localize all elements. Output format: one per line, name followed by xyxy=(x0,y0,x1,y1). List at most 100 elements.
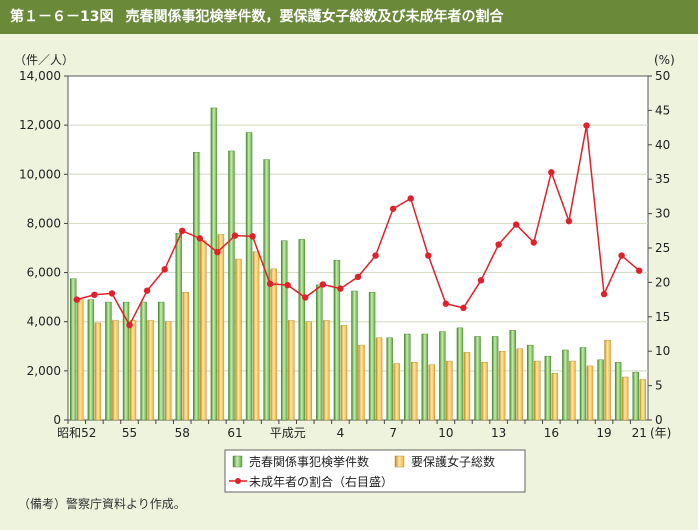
bar-arrests xyxy=(263,159,270,421)
bar-arrests xyxy=(527,344,534,421)
bar-protected-girls xyxy=(639,379,646,421)
point-minor-ratio xyxy=(108,290,116,297)
bar-protected-girls xyxy=(164,321,172,421)
bar-arrests xyxy=(333,260,341,421)
legend-label-minor-ratio: 未成年者の割合（右目盛） xyxy=(249,474,393,489)
bar-protected-girls xyxy=(77,299,84,421)
y-tick-label: 14,000 xyxy=(19,69,61,83)
x-tick-label: 13 xyxy=(491,426,506,440)
point-minor-ratio xyxy=(548,169,555,176)
bar-arrests xyxy=(368,292,376,421)
point-minor-ratio xyxy=(460,304,467,312)
bar-arrests xyxy=(614,362,622,421)
y2-tick-label: 50 xyxy=(655,69,670,83)
bar-protected-girls xyxy=(446,360,453,421)
bar-arrests xyxy=(421,333,429,421)
bar-protected-girls xyxy=(252,251,260,421)
y2-tick-label: 40 xyxy=(655,138,670,152)
axes: 0 2,000 4,000 6,000 8,000 10,000 12,000 14,000 0… xyxy=(14,53,675,440)
y-tick-label: 0 xyxy=(53,413,61,427)
point-minor-ratio xyxy=(302,294,309,301)
y2-tick-label: 0 xyxy=(655,413,663,427)
bar-protected-girls xyxy=(604,339,611,421)
bar-protected-girls xyxy=(516,348,523,421)
point-minor-ratio xyxy=(372,252,379,259)
y-tick-label: 6,000 xyxy=(27,266,61,280)
y2-tick-label: 10 xyxy=(655,344,670,358)
x-tick-label: 16 xyxy=(544,426,559,440)
bar-arrests xyxy=(316,284,323,421)
bar-arrests xyxy=(351,290,358,421)
bar-protected-girls xyxy=(569,360,576,421)
y2-axis-unit: (%) xyxy=(654,53,675,67)
x-tick-label: 61 xyxy=(227,426,242,440)
bar-arrests xyxy=(562,349,569,421)
y2-tick-label: 20 xyxy=(655,275,670,289)
point-minor-ratio xyxy=(618,252,625,259)
bar-arrests xyxy=(544,355,552,421)
bar-arrests xyxy=(193,151,200,421)
bar-protected-girls xyxy=(411,362,418,421)
legend-point-minor-ratio xyxy=(235,478,241,484)
y-tick-label: 2,000 xyxy=(27,364,61,378)
bar-arrests xyxy=(439,331,446,421)
bar-series xyxy=(70,107,646,421)
point-minor-ratio xyxy=(231,232,239,239)
y2-tick-label: 30 xyxy=(655,207,670,221)
point-minor-ratio xyxy=(442,300,450,307)
point-minor-ratio xyxy=(73,296,80,303)
bar-protected-girls xyxy=(112,320,119,421)
point-minor-ratio xyxy=(337,285,344,292)
y2-tick-label: 35 xyxy=(655,172,670,186)
y-axis-unit: （件／人） xyxy=(14,53,74,67)
y2-tick-label: 15 xyxy=(655,310,670,324)
bar-protected-girls xyxy=(235,258,242,421)
point-minor-ratio xyxy=(284,281,291,289)
bar-protected-girls xyxy=(182,292,189,421)
point-minor-ratio xyxy=(425,252,432,259)
x-tick-label: 58 xyxy=(175,426,190,440)
bar-arrests xyxy=(105,301,112,421)
point-minor-ratio xyxy=(161,266,168,273)
point-minor-ratio xyxy=(636,267,643,274)
bar-arrests xyxy=(122,301,130,421)
point-minor-ratio xyxy=(530,239,537,246)
bar-arrests xyxy=(509,330,516,421)
bar-protected-girls xyxy=(340,325,348,421)
chart-title: 売春関係事犯検挙件数，要保護女子総数及び未成年者の割合 xyxy=(125,9,504,25)
bar-arrests xyxy=(298,239,305,421)
y2-tick-label: 5 xyxy=(655,379,663,393)
bar-protected-girls xyxy=(375,337,383,421)
bar-protected-girls xyxy=(534,360,541,421)
legend-label-arrests: 売春関係事犯検挙件数 xyxy=(249,454,369,469)
bar-arrests xyxy=(632,371,639,421)
plot-area xyxy=(67,75,649,421)
legend-box xyxy=(224,449,526,493)
legend-label-protected-girls: 要保護女子総数 xyxy=(411,454,495,469)
point-minor-ratio xyxy=(126,321,133,329)
point-minor-ratio xyxy=(407,195,414,202)
bar-arrests xyxy=(70,278,77,421)
legend-swatch-arrests xyxy=(232,455,243,468)
point-minor-ratio xyxy=(179,227,186,234)
bar-arrests xyxy=(597,359,604,421)
x-tick-label: 平成元 xyxy=(270,426,306,440)
bar-protected-girls xyxy=(200,240,207,421)
bar-arrests xyxy=(491,336,499,421)
bar-protected-girls xyxy=(270,268,277,421)
bar-protected-girls xyxy=(287,320,295,421)
bar-arrests xyxy=(228,150,235,421)
bar-arrests xyxy=(404,333,411,421)
point-minor-ratio xyxy=(495,241,502,248)
bar-protected-girls xyxy=(463,352,471,421)
bar-arrests xyxy=(474,336,481,421)
bar-arrests xyxy=(157,301,165,421)
bar-protected-girls xyxy=(551,373,559,421)
point-minor-ratio xyxy=(565,217,573,225)
y2-tick-label: 25 xyxy=(655,241,670,255)
x-tick-label: 7 xyxy=(389,426,397,440)
point-minor-ratio xyxy=(512,221,520,228)
bar-protected-girls xyxy=(428,364,436,421)
bar-arrests xyxy=(386,337,393,421)
